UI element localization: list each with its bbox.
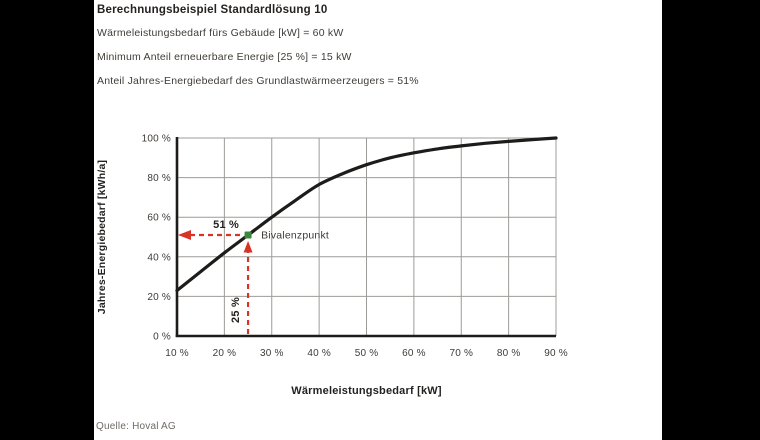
header-line-heat-demand: Wärmeleistungsbedarf fürs Gebäude [kW] =…	[97, 27, 344, 39]
x-tick-label: 40 %	[307, 348, 331, 359]
y-axis-title: Jahres-Energiebedarf [kWh/a]	[96, 160, 108, 314]
chart-svg: 51 % 25 % Bivalenzpunkt 0 % 20 % 40 % 60 % 80 %…	[96, 134, 568, 398]
horizontal-arrow-label: 51 %	[213, 219, 239, 231]
x-tick-label: 80 %	[497, 348, 521, 359]
left-arrowhead-icon	[178, 230, 191, 241]
y-tick-label: 0 %	[153, 332, 171, 343]
content-panel: Berechnungsbeispiel Standardlösung 10 Wä…	[94, 0, 662, 440]
y-tick-label: 60 %	[147, 213, 171, 224]
y-tick-label: 100 %	[142, 134, 171, 145]
header-line-renewable-share: Minimum Anteil erneuerbare Energie [25 %…	[97, 51, 352, 63]
x-tick-label: 20 %	[213, 348, 237, 359]
y-tick-label: 40 %	[147, 252, 171, 263]
header-line-energy-share: Anteil Jahres-Energiebedarf des Grundlas…	[97, 75, 419, 87]
x-tick-label: 90 %	[544, 348, 568, 359]
bivalenz-marker	[244, 231, 252, 239]
y-tick-label: 80 %	[147, 173, 171, 184]
demand-curve	[175, 136, 558, 293]
x-tick-label: 70 %	[449, 348, 473, 359]
x-tick-label: 10 %	[165, 348, 189, 359]
page-title: Berechnungsbeispiel Standardlösung 10	[97, 4, 328, 16]
bivalenz-label: Bivalenzpunkt	[261, 230, 329, 242]
x-axis-title: Wärmeleistungsbedarf [kW]	[291, 385, 442, 397]
y-tick-label: 20 %	[147, 292, 171, 303]
up-arrowhead-icon	[243, 241, 253, 253]
x-tick-label: 60 %	[402, 348, 426, 359]
source-caption: Quelle: Hoval AG	[96, 421, 176, 432]
vertical-arrow-label: 25 %	[230, 297, 242, 323]
x-tick-label: 30 %	[260, 348, 284, 359]
x-tick-label: 50 %	[355, 348, 379, 359]
